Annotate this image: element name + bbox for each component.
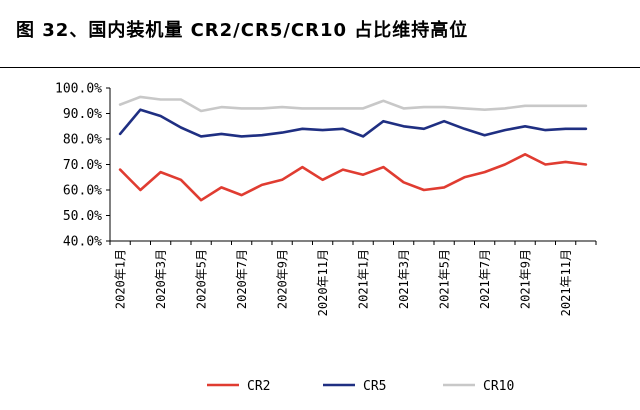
- y-tick-label: 50.0%: [63, 209, 102, 224]
- chart-legend: CR2 CR5 CR10: [207, 379, 514, 394]
- x-tick-label: 2021年3月: [397, 249, 411, 309]
- legend-label-cr10: CR10: [483, 379, 514, 394]
- figure-title: 图 32、国内装机量 CR2/CR5/CR10 占比维持高位: [16, 20, 469, 41]
- x-tick-label: 2021年9月: [518, 249, 532, 309]
- y-tick-label: 80.0%: [63, 133, 102, 148]
- title-divider: [0, 67, 640, 68]
- series-line-cr2: [118, 153, 588, 202]
- legend-label-cr2: CR2: [247, 379, 270, 394]
- x-tick-label: 2020年7月: [235, 249, 249, 309]
- y-axis-ticks: 40.0% 50.0% 60.0% 70.0% 80.0% 90.0% 100.0%: [55, 82, 110, 250]
- x-tick-label: 2020年5月: [194, 249, 208, 309]
- x-tick-label: 2021年5月: [437, 249, 451, 309]
- y-tick-label: 100.0%: [55, 82, 102, 97]
- x-tick-label: 2020年11月: [316, 249, 330, 316]
- x-tick-label: 2020年9月: [275, 249, 289, 309]
- y-tick-label: 90.0%: [63, 107, 102, 122]
- y-tick-label: 60.0%: [63, 184, 102, 199]
- x-tick-label: 2020年1月: [113, 249, 127, 309]
- chart-axes: [109, 88, 596, 242]
- series-lines: [118, 95, 588, 202]
- x-tick-label: 2021年1月: [356, 249, 370, 309]
- y-tick-label: 40.0%: [63, 235, 102, 250]
- x-tick-label: 2020年3月: [154, 249, 168, 309]
- y-tick-label: 70.0%: [63, 158, 102, 173]
- x-axis-ticks: 2020年1月 2020年3月 2020年5月 2020年7月 2020年9月 2020年…: [109, 241, 597, 316]
- x-tick-label: 2021年7月: [478, 249, 492, 309]
- series-line-cr5: [118, 108, 588, 138]
- x-tick-label: 2021年11月: [559, 249, 573, 316]
- legend-label-cr5: CR5: [363, 379, 386, 394]
- series-line-cr10: [118, 95, 588, 113]
